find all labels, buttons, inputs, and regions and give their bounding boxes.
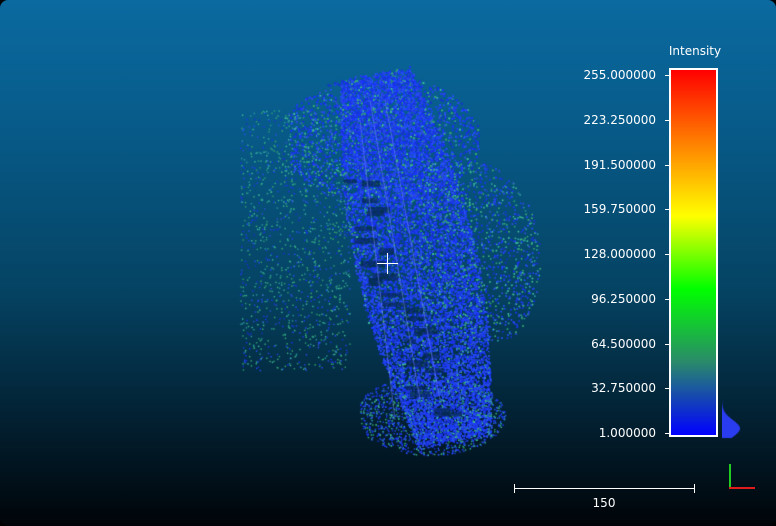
scalar-bar-tick-mark bbox=[665, 388, 670, 390]
scalar-bar-tick-mark bbox=[665, 433, 670, 434]
crosshair-vertical bbox=[387, 253, 388, 274]
scalar-bar-tick-mark bbox=[665, 75, 670, 76]
scalar-bar-tick-mark bbox=[665, 164, 670, 166]
scalar-bar-tick-label: 159.750000 bbox=[583, 202, 656, 217]
scalar-bar-tick-label: 32.750000 bbox=[591, 381, 656, 396]
scalar-bar-tick-label: 96.250000 bbox=[591, 291, 656, 306]
scale-bar-label: 150 bbox=[592, 496, 616, 510]
scalar-bar-tick-mark bbox=[665, 254, 670, 255]
scalar-bar-tick-mark bbox=[665, 298, 670, 300]
scale-bar-line bbox=[514, 488, 695, 489]
scalar-bar-title: Intensity bbox=[668, 44, 722, 58]
scalar-bar-tick-label: 223.250000 bbox=[583, 112, 656, 127]
scalar-bar-tick-label: 191.500000 bbox=[583, 157, 656, 172]
scalar-bar-tick-label: 128.000000 bbox=[583, 247, 656, 261]
scalar-bar-tick-mark bbox=[665, 119, 670, 121]
scalar-bar-ticks: 255.000000 223.250000 191.500000 159.750000… bbox=[560, 0, 670, 526]
scalar-bar-tick-mark bbox=[665, 343, 670, 345]
scalar-bar bbox=[669, 68, 718, 437]
scale-bar-tick-right bbox=[694, 484, 695, 493]
scale-bar-tick-left bbox=[514, 484, 515, 493]
scalar-bar-tick-mark bbox=[665, 209, 670, 211]
scalar-bar-tick-label: 255.000000 bbox=[583, 68, 656, 82]
axis-y-indicator bbox=[729, 464, 731, 489]
scalar-bar-tick-label: 64.500000 bbox=[591, 336, 656, 351]
scalar-bar-tick-label: 1.000000 bbox=[598, 426, 656, 440]
scalar-histogram bbox=[722, 70, 742, 440]
axis-x-indicator bbox=[729, 487, 755, 489]
